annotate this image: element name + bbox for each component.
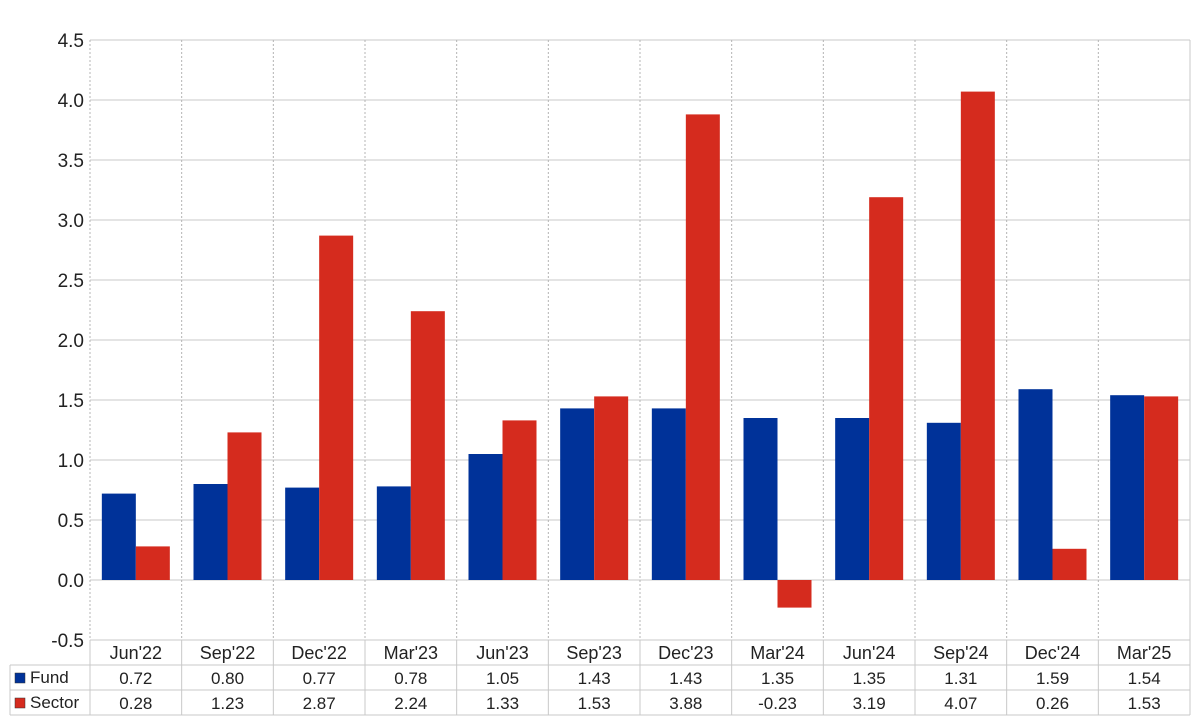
x-tick-label: Dec'23 [658,643,713,663]
bar-sector [319,235,354,580]
y-tick-label: 1.5 [58,391,84,412]
bar-sector [227,432,262,580]
x-tick-label: Dec'24 [1025,643,1080,663]
bar-sector [135,546,170,580]
x-tick-label: Jun'23 [476,643,528,663]
bar-fund [468,454,503,580]
data-label-fund: 1.59 [1036,669,1069,688]
y-axis-tick-labels: -0.5 0.0 0.5 1.0 1.5 2.0 2.5 3.0 3.5 4.0 4.5 [51,31,84,652]
bar-sector [1144,396,1179,580]
data-label-fund: 0.77 [303,669,336,688]
vertical-gridlines [89,40,1099,640]
x-tick-label: Sep'24 [933,643,989,663]
bar-sector [869,197,904,580]
x-tick-label: Mar'24 [750,643,804,663]
legend-swatch-sector [14,697,26,709]
data-label-fund: 0.78 [394,669,427,688]
data-label-fund: 1.35 [853,669,886,688]
y-tick-label: 2.0 [58,331,84,352]
data-label-fund: 1.31 [944,669,977,688]
data-label-sector: -0.23 [758,694,797,713]
bar-fund [285,487,320,580]
data-label-sector: 2.87 [303,694,336,713]
bar-sector [594,396,629,580]
x-tick-label: Dec'22 [291,643,346,663]
bar-fund [1110,395,1145,580]
y-tick-label: 3.0 [58,211,84,232]
bar-sector [685,114,720,581]
data-label-sector: 1.53 [578,694,611,713]
data-label-fund: 0.80 [211,669,244,688]
bars [101,91,1179,608]
y-tick-label: 0.5 [58,511,84,532]
legend-label-sector: Sector [30,693,79,712]
data-label-fund: 1.54 [1128,669,1161,688]
data-label-sector: 0.28 [119,694,152,713]
data-label-sector: 4.07 [944,694,977,713]
y-tick-label: 4.0 [58,91,84,112]
y-tick-label: 1.0 [58,451,84,472]
data-label-sector: 1.23 [211,694,244,713]
bar-sector [410,311,445,580]
data-label-fund: 0.72 [119,669,152,688]
bar-sector [1052,548,1087,580]
bar-fund [651,408,686,580]
data-label-fund: 1.35 [761,669,794,688]
data-label-sector: 2.24 [394,694,427,713]
bar-sector [502,420,537,580]
x-tick-label: Jun'24 [843,643,895,663]
data-label-fund: 1.43 [578,669,611,688]
data-label-sector: 3.19 [853,694,886,713]
data-label-fund: 1.43 [669,669,702,688]
x-tick-label: Mar'23 [384,643,438,663]
data-label-fund: 1.05 [486,669,519,688]
bar-fund [926,422,961,580]
data-label-sector: 1.33 [486,694,519,713]
bar-fund [376,486,411,580]
x-tick-label: Jun'22 [110,643,162,663]
data-label-sector: 3.88 [669,694,702,713]
x-tick-label: Sep'22 [200,643,256,663]
y-tick-label: 0.0 [58,571,84,592]
legend-label-fund: Fund [30,668,69,687]
data-label-sector: 0.26 [1036,694,1069,713]
bar-fund [193,484,228,580]
data-table: Jun'22 Sep'22 Dec'22 Mar'23 Jun'23 Sep'23 Dec'… [9,639,1191,716]
bar-fund [743,418,778,580]
bar-fund [101,493,136,580]
x-tick-label: Sep'23 [566,643,622,663]
bar-sector [777,580,812,608]
y-tick-label: 2.5 [58,271,84,292]
bar-fund [560,408,595,580]
bar-fund [835,418,870,580]
y-tick-label: 3.5 [58,151,84,172]
bar-fund [1018,389,1053,580]
y-tick-label: -0.5 [51,631,84,652]
data-label-sector: 1.53 [1128,694,1161,713]
y-tick-label: 4.5 [58,31,84,52]
x-tick-label: Mar'25 [1117,643,1171,663]
bar-sector [960,91,995,580]
legend-swatch-fund [14,672,26,684]
